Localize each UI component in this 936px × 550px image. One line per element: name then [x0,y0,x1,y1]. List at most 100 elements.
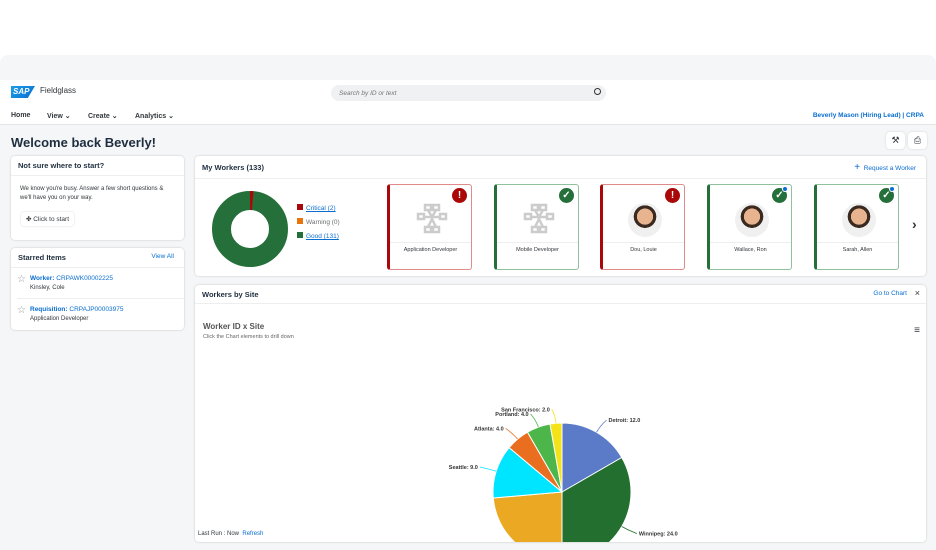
worker-name: Sarah, Allen [842,247,873,253]
worker-name: Dou, Louie [630,247,657,253]
pie-slice-detroit[interactable] [561,422,623,493]
pie-data-label: Portland: 4.0 [495,412,528,418]
header: SAP Fieldglass Home View ⌄ Create ⌄ Anal… [0,80,936,125]
card-title: Not sure where to start? [18,161,105,170]
nav-view[interactable]: View ⌄ [47,112,71,120]
worker-card[interactable]: ✓ Wallace, Ron [707,184,792,270]
star-icon[interactable]: ☆ [17,274,26,285]
chevron-down-icon: ⌄ [64,113,71,120]
my-workers-card: My Workers (133) + Request a Worker Crit… [195,156,926,276]
divider [497,242,578,243]
divider [390,242,471,243]
card-title: Workers by Site [202,290,259,299]
refresh-link[interactable]: Refresh [242,531,264,537]
nav-create[interactable]: Create ⌄ [88,112,118,120]
nav-analytics[interactable]: Analytics ⌄ [135,112,174,120]
divider [11,175,184,176]
user-menu[interactable]: Beverly Mason (Hiring Lead) | CRPA [812,112,924,119]
plus-icon: + [854,162,861,173]
start-text: We know you're busy. Answer a few short … [20,186,164,201]
label-connector [530,413,539,428]
item-type: Requisition: [30,306,68,313]
tools-icon: ⚒ [891,135,900,145]
card-title: My Workers (133) [202,163,264,172]
pie-data-label: Winnipeg: 24.0 [639,532,678,538]
position-icon [523,203,555,235]
divider [710,242,791,243]
item-id-link[interactable]: CRPAJP00003975 [69,306,124,313]
item-type: Worker: [30,275,55,282]
worker-photo [842,203,876,237]
legend-item: Warning (0) [297,218,340,226]
view-all-link[interactable]: View All [151,253,174,260]
new-indicator [889,186,895,192]
pie-data-label: San Francisco: 2.0 [501,407,550,413]
worker-name: Mobile Developer [516,247,559,253]
close-icon[interactable]: × [914,288,920,298]
legend-label: Warning (0) [306,219,340,226]
sap-logo[interactable]: SAP [11,86,35,98]
label-connector [621,526,638,534]
position-icon [416,203,448,235]
donut-legend: Critical (2) Warning (0) Good (131) [297,204,340,246]
nav-home[interactable]: Home [11,112,31,119]
workers-by-site-card: Workers by Site Go to Chart × Worker ID … [195,285,926,542]
chevron-down-icon: ⌄ [168,113,174,120]
worker-photo [735,203,769,237]
pie-slice-winnipeg[interactable] [561,456,632,543]
menu-icon[interactable]: ≡ [914,325,920,336]
legend-swatch [297,204,303,210]
nav-label: Analytics [135,113,167,120]
request-worker-button[interactable]: + Request a Worker [854,162,916,173]
legend-label: Critical (2) [306,205,336,212]
worker-card[interactable]: ✓ Sarah, Allen [814,184,899,270]
chevron-down-icon: ⌄ [111,113,118,120]
pie-data-label: Atlanta: 4.0 [474,426,504,432]
item-sub: Application Developer [30,316,89,322]
divider [817,242,898,243]
pie-slice-dallas[interactable] [492,491,563,542]
last-run: Last Run : Now [198,531,240,537]
label-connector [551,409,557,424]
label-connector [596,419,607,433]
worker-photo [628,203,662,237]
nav-label: View [47,113,63,120]
brand-name: Fieldglass [40,86,77,95]
pie-data-label: Seattle: 9.0 [449,465,478,471]
label-connector [505,428,518,440]
divider [195,178,926,179]
nav-label: Create [88,113,110,120]
legend-item[interactable]: Good (131) [297,232,340,240]
search-input[interactable] [331,85,606,101]
worker-card[interactable]: ✓ Mobile Developer [494,184,579,270]
divider [11,267,184,268]
legend-item[interactable]: Critical (2) [297,204,340,212]
legend-swatch [297,218,303,224]
status-donut[interactable] [211,190,289,268]
start-card: Not sure where to start? We know you're … [11,156,184,240]
check-icon: ✓ [559,188,574,203]
click-to-start-button[interactable]: ✤ Click to start [21,212,74,226]
worker-name: Wallace, Ron [734,247,767,253]
search-icon[interactable] [594,88,601,95]
divider [195,303,926,304]
last-run-row: Last Run : Now Refresh [198,531,263,537]
app: SAP Fieldglass Home View ⌄ Create ⌄ Anal… [0,55,936,550]
worker-card[interactable]: ! Dou, Louie [600,184,685,270]
chevron-right-icon[interactable]: › [912,216,917,232]
item-id-link[interactable]: CRPAWK00002225 [56,275,113,282]
donut-good[interactable] [212,191,288,267]
star-icon[interactable]: ☆ [17,305,26,316]
legend-label: Good (131) [306,233,339,240]
go-to-chart-link[interactable]: Go to Chart [873,290,907,297]
tools-button[interactable]: ⚒ [886,132,905,149]
chart-title: Worker ID x Site [203,322,265,331]
legend-swatch [297,232,303,238]
print-button[interactable]: ⎙ [908,132,927,149]
worker-name: Application Developer [403,247,458,253]
card-title: Starred Items [18,253,66,262]
new-indicator [782,186,788,192]
worker-card[interactable]: ! Application Developer [387,184,472,270]
print-icon: ⎙ [913,135,922,145]
